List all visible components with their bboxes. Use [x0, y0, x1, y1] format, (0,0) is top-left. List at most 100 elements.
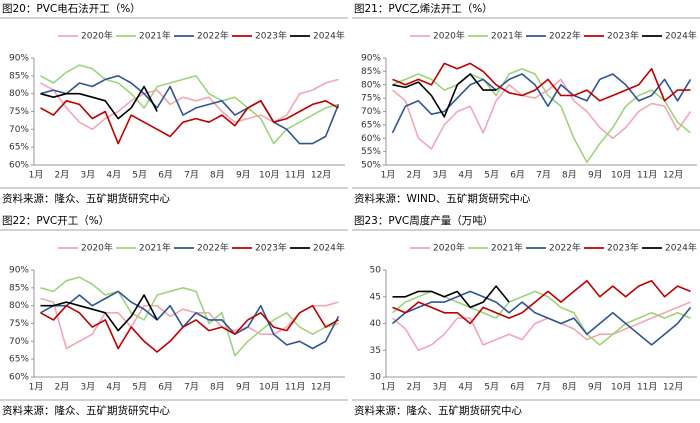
figure-title: 图22：PVC开工（%）	[2, 215, 109, 227]
source-note: 资料来源：隆众、五矿期货研究中心	[2, 404, 170, 417]
x-tick-label: 1月	[381, 382, 396, 393]
legend-label: 2024年	[665, 242, 697, 254]
x-tick-label: 8月	[210, 170, 225, 181]
x-tick-label: 3月	[80, 382, 95, 393]
x-tick-label: 5月	[484, 170, 499, 181]
y-tick-label: 80%	[9, 89, 29, 99]
y-tick-label: 70%	[361, 107, 381, 117]
x-tick-label: 3月	[432, 382, 447, 393]
x-tick-label: 1月	[381, 170, 396, 181]
x-tick-label: 7月	[536, 382, 551, 393]
y-tick-label: 90%	[9, 266, 29, 276]
y-tick-label: 65%	[9, 143, 29, 153]
legend-label: 2020年	[81, 30, 113, 42]
legend-label: 2022年	[197, 242, 229, 254]
y-tick-label: 90%	[361, 54, 381, 64]
x-tick-label: 6月	[510, 170, 525, 181]
y-tick-label: 90%	[9, 54, 29, 64]
series-line	[392, 62, 691, 102]
source-note: 资料来源：隆众、五矿期货研究中心	[2, 192, 170, 205]
series-line	[40, 75, 340, 145]
source-note: 资料来源：隆众、五矿期货研究中心	[354, 404, 522, 417]
x-tick-label: 10月	[611, 382, 631, 393]
y-tick-label: 75%	[361, 94, 381, 104]
y-tick-label: 75%	[9, 107, 29, 117]
series-line	[391, 73, 692, 134]
series-line	[392, 73, 497, 118]
y-tick-label: 60%	[9, 161, 29, 171]
series-line	[40, 290, 340, 350]
x-tick-label: 2月	[407, 170, 422, 181]
series-line	[391, 290, 691, 346]
x-tick-label: 1月	[29, 170, 44, 181]
series-line	[40, 78, 339, 131]
y-tick-label: 85%	[361, 67, 381, 77]
x-tick-label: 11月	[637, 382, 657, 393]
y-tick-label: 40	[370, 319, 382, 329]
legend-label: 2022年	[549, 242, 581, 254]
y-tick-label: 75%	[9, 319, 29, 329]
legend-label: 2024年	[313, 242, 345, 254]
legend-label: 2021年	[491, 30, 523, 42]
series-line	[392, 279, 691, 325]
x-tick-label: 8月	[210, 382, 225, 393]
x-tick-label: 12月	[311, 170, 331, 181]
series-line	[391, 290, 692, 346]
y-tick-label: 85%	[9, 71, 29, 81]
x-tick-label: 10月	[259, 170, 279, 181]
legend-label: 2020年	[81, 242, 113, 254]
x-tick-label: 6月	[510, 382, 525, 393]
series-line	[40, 304, 339, 353]
y-tick-label: 60%	[361, 134, 381, 144]
x-tick-label: 2月	[55, 170, 70, 181]
legend-label: 2023年	[607, 242, 639, 254]
y-tick-label: 50	[370, 266, 382, 276]
x-tick-label: 7月	[536, 170, 551, 181]
legend-label: 2023年	[607, 30, 639, 42]
x-tick-label: 11月	[637, 170, 657, 181]
figure-title: 图21：PVC乙烯法开工（%）	[354, 2, 493, 15]
legend-label: 2021年	[139, 30, 171, 42]
series-line	[392, 67, 692, 164]
legend-label: 2023年	[255, 30, 287, 42]
x-tick-label: 7月	[184, 170, 199, 181]
legend-label: 2024年	[665, 30, 697, 42]
y-tick-label: 80%	[361, 80, 381, 90]
x-tick-label: 5月	[132, 382, 147, 393]
x-tick-label: 5月	[132, 170, 147, 181]
x-tick-label: 8月	[562, 170, 577, 181]
x-tick-label: 12月	[663, 382, 683, 393]
source-note: 资料来源：WIND、五矿期货研究中心	[354, 192, 531, 205]
y-tick-label: 70%	[9, 125, 29, 135]
figure-title: 图23：PVC周度产量（万吨）	[354, 214, 493, 227]
y-tick-label: 35	[370, 346, 381, 356]
legend-label: 2020年	[433, 242, 465, 254]
y-tick-label: 65%	[361, 120, 381, 130]
legend-label: 2022年	[197, 30, 229, 42]
x-tick-label: 6月	[158, 170, 173, 181]
x-tick-label: 4月	[458, 170, 473, 181]
series-line	[391, 301, 691, 352]
x-tick-label: 2月	[407, 382, 422, 393]
x-tick-label: 6月	[158, 382, 173, 393]
x-tick-label: 7月	[184, 382, 199, 393]
x-tick-label: 2月	[55, 382, 70, 393]
x-tick-label: 9月	[588, 382, 603, 393]
legend-label: 2024年	[313, 30, 345, 42]
figure-title: 图20：PVC电石法开工（%）	[2, 2, 141, 15]
x-tick-label: 9月	[236, 382, 251, 393]
y-tick-label: 65%	[9, 355, 29, 365]
legend-label: 2022年	[549, 30, 581, 42]
series-line	[391, 78, 692, 150]
series-line	[40, 297, 339, 350]
legend-label: 2020年	[433, 30, 465, 42]
y-tick-label: 30	[370, 373, 382, 383]
legend-label: 2021年	[491, 242, 523, 254]
x-tick-label: 8月	[562, 382, 577, 393]
y-tick-label: 50%	[361, 161, 381, 171]
series-line	[40, 276, 339, 357]
legend-label: 2021年	[139, 242, 171, 254]
y-tick-label: 60%	[9, 373, 29, 383]
x-tick-label: 4月	[458, 382, 473, 393]
